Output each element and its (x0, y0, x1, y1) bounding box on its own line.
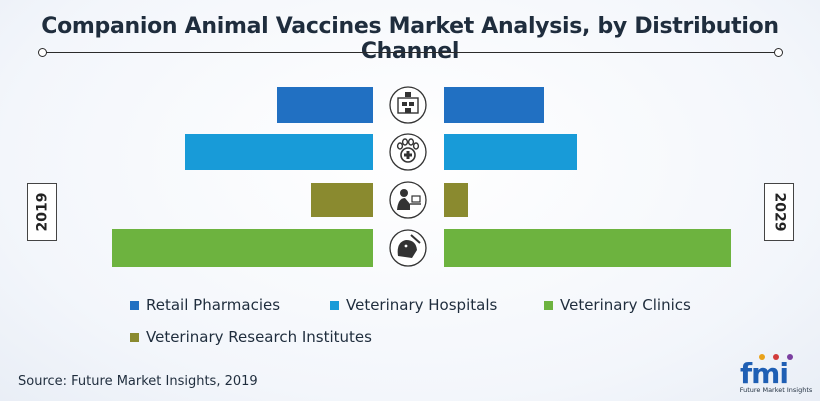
legend-item-veterinary-hospitals: Veterinary Hospitals (330, 296, 497, 314)
legend-label: Veterinary Clinics (560, 296, 691, 314)
title-divider (42, 52, 778, 53)
bar-2019-retail-pharmacies (277, 87, 373, 123)
bar-2019-veterinary-clinics (112, 229, 373, 267)
legend-swatch (130, 300, 139, 310)
legend-item-veterinary-clinics: Veterinary Clinics (544, 296, 691, 314)
legend-item-veterinary-research-institutes: Veterinary Research Institutes (130, 328, 372, 346)
logo-mark: fmi (740, 357, 789, 390)
legend-swatch (130, 332, 139, 342)
legend-swatch (544, 300, 553, 310)
legend-item-retail-pharmacies: Retail Pharmacies (130, 296, 280, 314)
fmi-logo: fmi Future Market Insights (738, 352, 814, 398)
vet-dog-icon (389, 229, 427, 267)
bar-2019-veterinary-hospitals (185, 134, 373, 170)
pharmacy-icon (389, 86, 427, 124)
divider-left-dot (38, 48, 47, 57)
bar-2029-retail-pharmacies (444, 87, 544, 123)
logo-figures-icon (759, 354, 793, 360)
year-label-left: 2019 (27, 183, 57, 241)
bar-2029-veterinary-research-institutes (444, 183, 468, 217)
bar-2029-veterinary-clinics (444, 229, 731, 267)
bar-2019-veterinary-research-institutes (311, 183, 373, 217)
legend-label: Veterinary Research Institutes (146, 328, 372, 346)
researcher-icon (389, 181, 427, 219)
legend-swatch (330, 300, 339, 310)
source-note: Source: Future Market Insights, 2019 (18, 374, 258, 389)
logo-text: Future Market Insights (739, 386, 813, 394)
legend-label: Retail Pharmacies (146, 296, 281, 314)
legend-label: Veterinary Hospitals (346, 296, 498, 314)
year-label-right: 2029 (764, 183, 794, 241)
bar-2029-veterinary-hospitals (444, 134, 577, 170)
divider-right-dot (774, 48, 783, 57)
chart-title: Companion Animal Vaccines Market Analysi… (41, 14, 779, 64)
paw-medical-icon (389, 133, 427, 171)
